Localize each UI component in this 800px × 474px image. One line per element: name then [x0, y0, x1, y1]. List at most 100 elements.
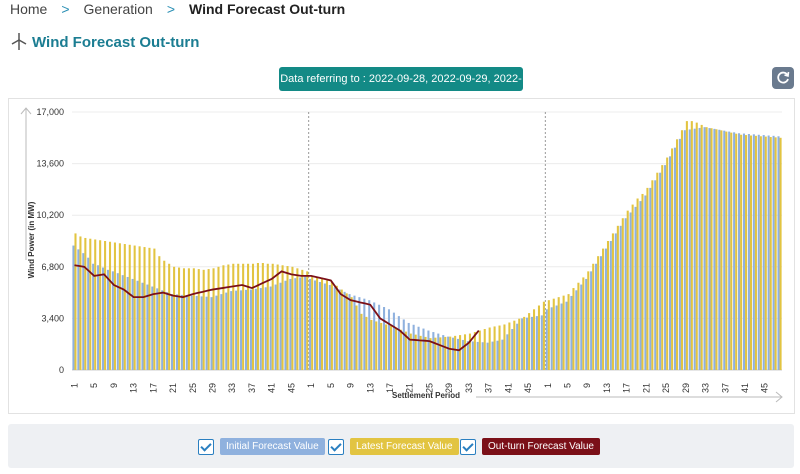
- bar: [439, 337, 442, 370]
- bar: [463, 334, 467, 370]
- bar: [161, 290, 164, 370]
- legend-label: Latest Forecast Value: [350, 438, 459, 455]
- x-tick-label: 33: [701, 383, 711, 393]
- legend-item[interactable]: Out-turn Forecast Value: [460, 438, 600, 455]
- bar: [767, 135, 770, 370]
- bar: [242, 263, 245, 370]
- legend-item[interactable]: Initial Forecast Value: [198, 438, 325, 455]
- bar: [163, 260, 166, 370]
- bar: [151, 286, 154, 370]
- bar: [580, 284, 583, 370]
- bar: [87, 257, 90, 370]
- bar: [537, 305, 541, 370]
- x-tick-label: 5: [89, 383, 99, 388]
- breadcrumb: Home > Generation > Wind Forecast Out-turn: [10, 0, 359, 18]
- bar: [414, 334, 417, 370]
- bar: [597, 256, 600, 370]
- bar: [456, 338, 460, 370]
- bar: [294, 278, 297, 370]
- bar: [651, 180, 654, 370]
- bar: [373, 302, 376, 370]
- bar: [380, 322, 383, 370]
- legend-label: Initial Forecast Value: [220, 438, 325, 455]
- checkbox[interactable]: [328, 438, 344, 455]
- bar: [478, 330, 481, 370]
- bar: [545, 309, 548, 370]
- bar: [747, 134, 750, 370]
- bar: [738, 133, 741, 370]
- bar: [392, 312, 395, 370]
- bar: [390, 325, 393, 370]
- bar: [565, 301, 568, 370]
- bar: [225, 292, 228, 370]
- refresh-button[interactable]: [772, 67, 794, 89]
- bar: [313, 280, 317, 370]
- bar: [466, 341, 469, 370]
- bar: [530, 316, 534, 370]
- bar: [276, 264, 279, 370]
- x-tick-label: 13: [602, 383, 612, 393]
- x-tick-label: 33: [464, 383, 474, 393]
- bar: [639, 201, 642, 370]
- legend-item[interactable]: Latest Forecast Value: [328, 438, 459, 455]
- bar: [535, 316, 538, 370]
- x-tick-label: 17: [622, 383, 632, 393]
- bar: [355, 305, 358, 370]
- bar: [202, 269, 205, 370]
- bar: [540, 315, 543, 370]
- crumb-link[interactable]: Generation: [83, 1, 153, 17]
- bar: [700, 124, 703, 371]
- crumb-link[interactable]: Home: [10, 1, 48, 17]
- legend-label: Out-turn Forecast Value: [482, 438, 600, 455]
- bar: [516, 323, 519, 370]
- bar: [491, 341, 494, 370]
- page-title: Wind Forecast Out-turn: [32, 34, 200, 51]
- bar: [153, 248, 156, 370]
- x-tick-label: 37: [484, 383, 494, 393]
- chart-box: [8, 98, 795, 414]
- y-axis-label: Wind Power (in MW): [27, 201, 36, 278]
- checkbox[interactable]: [460, 438, 476, 455]
- bar: [94, 239, 97, 370]
- date-button[interactable]: Data referring to : 2022-09-28, 2022-09-…: [279, 67, 523, 109]
- checkbox[interactable]: [198, 438, 214, 455]
- bar: [335, 285, 338, 370]
- bar: [486, 342, 489, 370]
- bar: [82, 253, 85, 370]
- bar: [641, 193, 644, 370]
- bar: [634, 206, 637, 370]
- bar: [429, 338, 432, 370]
- bar: [493, 326, 496, 370]
- bar: [345, 293, 348, 370]
- x-tick-label: 41: [267, 383, 277, 393]
- x-tick-label: 9: [346, 383, 356, 388]
- y-tick-label: 6,800: [41, 262, 64, 272]
- bar: [459, 335, 462, 370]
- bar: [518, 318, 521, 370]
- bar: [511, 329, 514, 370]
- bar: [710, 128, 713, 370]
- bar: [215, 295, 218, 370]
- bar: [192, 268, 195, 370]
- bar: [136, 280, 139, 370]
- bar: [759, 136, 762, 370]
- bar: [113, 242, 116, 370]
- bar: [269, 286, 272, 370]
- bar: [212, 268, 215, 370]
- bar: [210, 297, 213, 370]
- bar: [749, 135, 753, 370]
- x-tick-label: 25: [661, 383, 671, 393]
- x-tick-label: 25: [424, 383, 434, 393]
- bar: [306, 271, 309, 370]
- bar: [259, 288, 262, 370]
- bar: [680, 130, 683, 370]
- bar: [104, 241, 107, 370]
- bar: [769, 137, 772, 370]
- bar: [217, 266, 220, 370]
- bar: [348, 294, 351, 370]
- x-tick-label: 45: [523, 383, 533, 393]
- bar: [422, 328, 425, 370]
- bar: [745, 135, 748, 370]
- bar: [171, 294, 174, 370]
- x-tick-label: 13: [129, 383, 139, 393]
